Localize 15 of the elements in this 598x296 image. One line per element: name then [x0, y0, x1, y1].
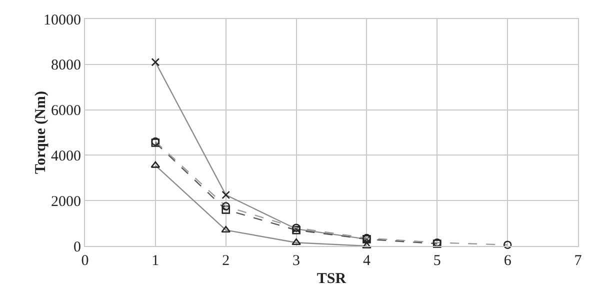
y-tick-label: 4000: [51, 148, 81, 164]
y-tick-label: 10000: [44, 12, 81, 28]
x-tick-label: 1: [152, 253, 160, 269]
y-tick-label: 6000: [51, 103, 81, 120]
x-tick-label: 2: [222, 253, 230, 269]
y-tick-label: 8000: [51, 58, 81, 74]
y-axis-title: Torque (Nm): [33, 91, 49, 174]
y-tick-label: 2000: [51, 194, 81, 210]
x-tick-label: 7: [574, 253, 582, 269]
x-tick-label: 4: [362, 253, 371, 269]
x-axis-title: TSR: [316, 271, 346, 287]
x-tick-label: 3: [292, 253, 300, 269]
x-tick-label: 6: [504, 253, 512, 269]
x-tick-label: 5: [433, 253, 441, 269]
y-tick-label: 0: [74, 239, 81, 256]
